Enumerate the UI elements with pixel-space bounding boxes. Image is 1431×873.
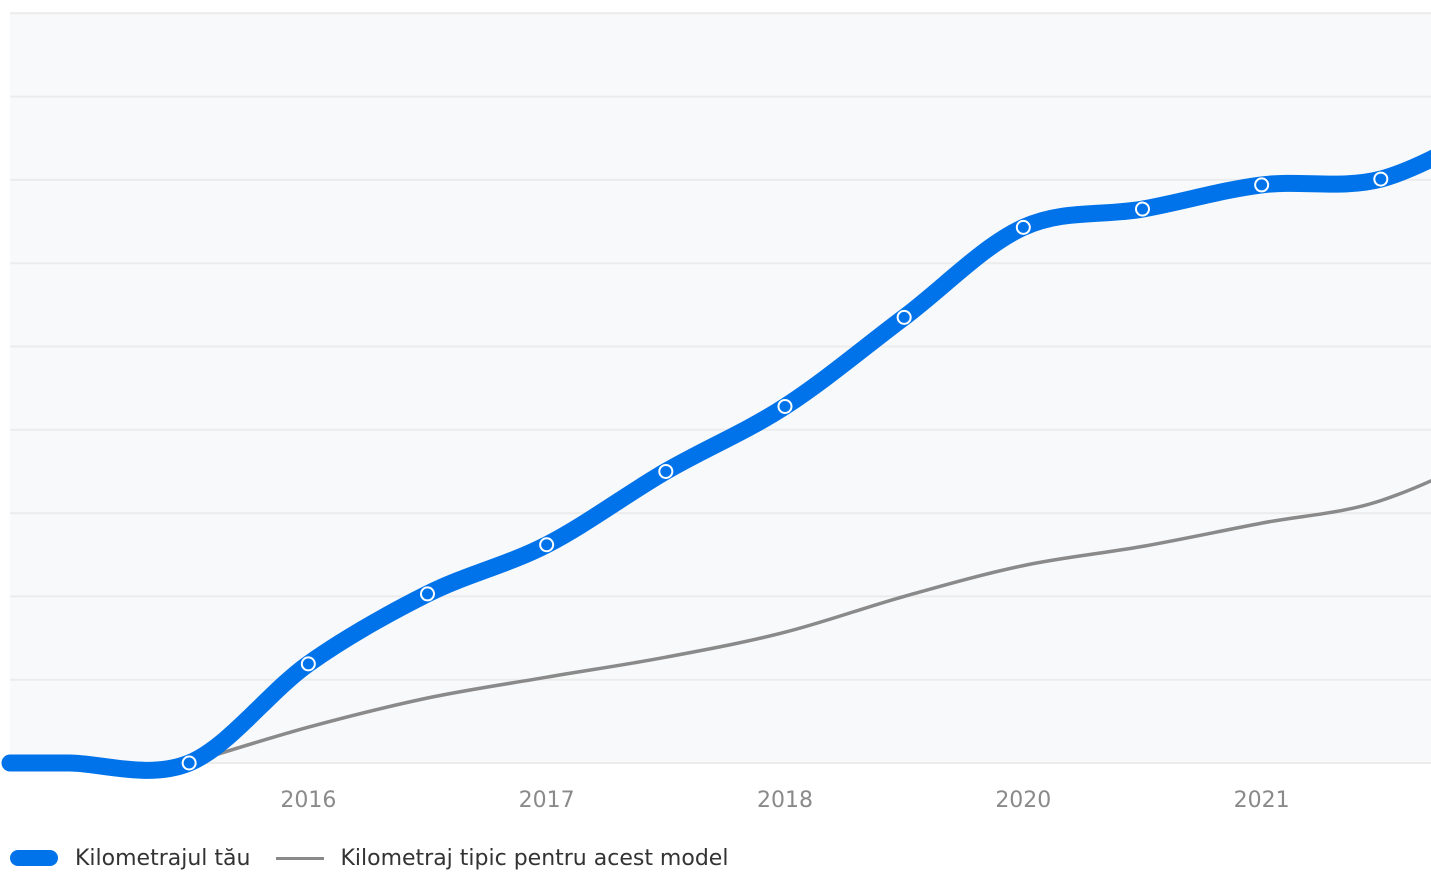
x-axis-ticks: 201620172018202020212023 — [280, 788, 1290, 813]
legend-item-your-mileage[interactable]: Kilometrajul tău — [10, 846, 250, 871]
x-tick-label: 2018 — [757, 788, 813, 813]
series-line-typical-mileage — [187, 478, 1431, 765]
data-point-marker — [181, 755, 197, 771]
data-point-marker — [300, 656, 316, 672]
data-point-marker — [539, 537, 555, 553]
data-point-marker — [658, 463, 674, 479]
data-point-marker — [1134, 201, 1150, 217]
data-point-marker — [1373, 171, 1389, 187]
x-tick-label: 2017 — [519, 788, 575, 813]
data-point-marker — [777, 398, 793, 414]
legend-swatch-blue — [10, 850, 58, 866]
legend-swatch-gray — [276, 856, 325, 860]
plot-area — [10, 12, 1431, 763]
data-point-marker — [419, 586, 435, 602]
legend-label-typical-mileage: Kilometraj tipic pentru acest model — [340, 845, 729, 871]
x-tick-label: 2016 — [280, 788, 336, 813]
data-point-marker — [896, 309, 912, 325]
series-layer — [1, 149, 1431, 779]
x-tick-label: 2020 — [995, 788, 1051, 813]
legend-item-typical-mileage[interactable]: Kilometraj tipic pentru acest model — [276, 846, 728, 871]
data-point-marker — [1015, 219, 1031, 235]
gridlines — [10, 12, 1431, 764]
legend-label-your-mileage: Kilometrajul tău — [75, 845, 251, 871]
chart-svg: 201620172018202020212023 — [1, 12, 1431, 813]
legend: Kilometrajul tău Kilometraj tipic pentru… — [10, 843, 754, 873]
x-tick-label: 2021 — [1234, 788, 1290, 813]
data-point-marker — [1254, 177, 1270, 193]
series-line-your-mileage — [1, 149, 1431, 779]
